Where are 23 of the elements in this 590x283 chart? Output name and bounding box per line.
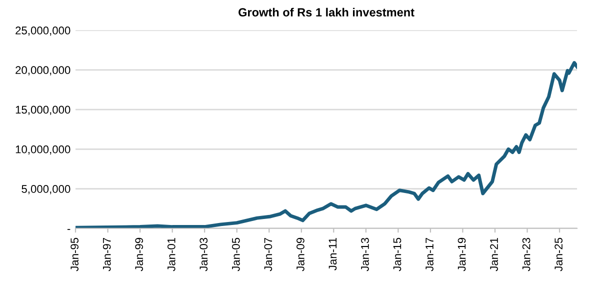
x-tick-label: Jan-21: [490, 238, 498, 272]
x-tick-label: Jan-25: [554, 238, 563, 272]
x-tick-label: Jan-17: [426, 238, 434, 272]
x-tick-label: Jan-15: [393, 238, 402, 272]
x-tick-label: Jan-95: [70, 238, 79, 272]
x-tick-label: Jan-99: [135, 238, 144, 272]
y-tick-label: 25,000,000: [16, 26, 70, 36]
x-tick-label: Jan-01: [167, 238, 176, 272]
y-tick-label: 15,000,000: [16, 106, 70, 115]
x-tick-label: Jan-19: [458, 238, 466, 272]
x-tick-label: Jan-23: [522, 238, 530, 272]
y-tick-label: 20,000,000: [16, 66, 70, 76]
x-tick-label: Jan-11: [328, 238, 337, 270]
y-tick-label: 10,000,000: [16, 145, 70, 155]
y-tick-label: -: [67, 229, 70, 230]
x-tick-label: Jan-97: [102, 238, 111, 272]
x-tick-label: Jan-13: [361, 238, 369, 272]
y-tick-label: 5,000,000: [22, 185, 70, 194]
x-tick-label: Jan-03: [200, 238, 208, 272]
chart-title: Growth of Rs 1 lakh investment: [238, 8, 414, 17]
x-tick-label: Jan-07: [264, 238, 272, 272]
x-tick-label: Jan-05: [232, 238, 240, 272]
x-tick-label: Jan-09: [296, 238, 304, 272]
